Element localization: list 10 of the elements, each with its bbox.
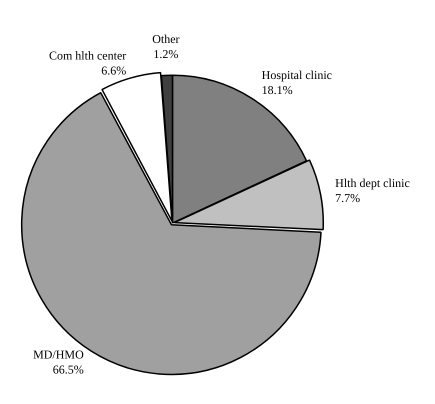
data-label: 6.6% <box>101 63 126 78</box>
data-label: 1.2% <box>153 47 178 62</box>
slice-label: Hospital clinic <box>262 68 332 82</box>
slice-label: Other <box>152 32 180 46</box>
data-label: 66.5% <box>52 362 84 377</box>
slice-label: Com hlth center <box>48 48 126 62</box>
data-label: 7.7% <box>335 190 360 205</box>
data-label: 18.1% <box>262 82 293 97</box>
slice-label: Hlth dept clinic <box>335 176 410 190</box>
slice-label: MD/HMO <box>33 348 84 362</box>
